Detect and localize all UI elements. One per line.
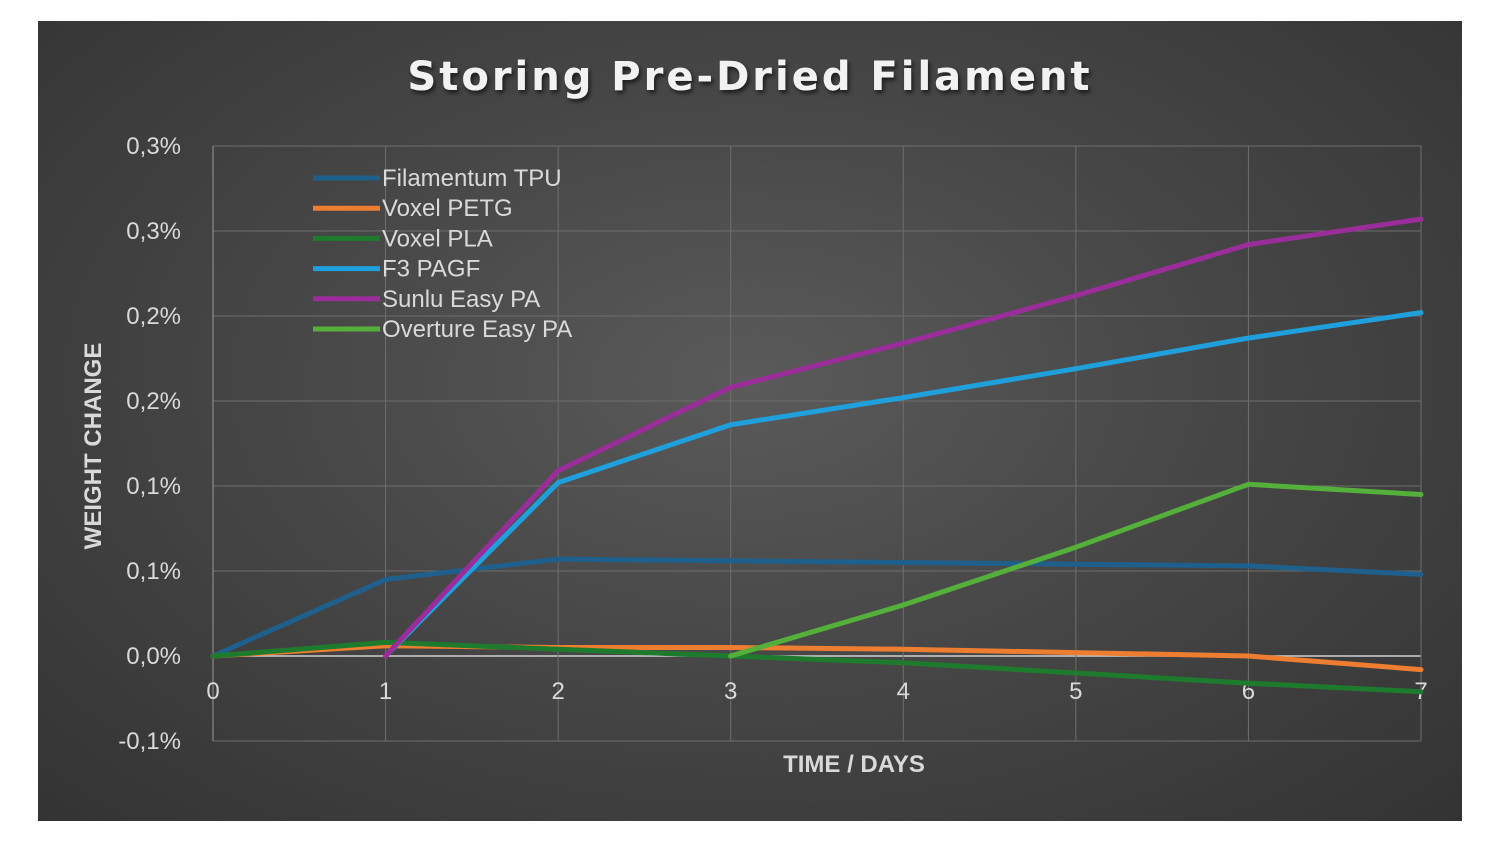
y-tick-label: 0,1% — [126, 473, 181, 500]
series-line-voxel-pla — [210, 639, 1424, 695]
series-line-voxel-petg — [210, 643, 1424, 673]
chart-panel: Storing Pre-Dried Filament 0,3% 0,3% 0,2% 0… — [38, 21, 1462, 821]
x-tick-label: 5 — [1069, 678, 1082, 705]
series-line-filamentum-tpu — [210, 556, 1424, 659]
y-tick-label: 0,3% — [126, 218, 181, 245]
y-tick-label: -0,1% — [118, 728, 181, 755]
y-tick-label: 0,2% — [126, 388, 181, 415]
x-tick-label: 4 — [897, 678, 910, 705]
x-tick-label: 0 — [206, 678, 219, 705]
legend-label: Overture Easy PA — [382, 316, 572, 343]
x-tick-label: 2 — [551, 678, 564, 705]
y-axis-title: WEIGHT CHANGE — [80, 343, 107, 550]
line-chart: Storing Pre-Dried Filament 0,3%0,3%0,2%0… — [80, 54, 1428, 778]
y-tick-label: 0,0% — [126, 643, 181, 670]
legend-label: Filamentum TPU — [382, 165, 562, 192]
legend-label: Voxel PETG — [382, 195, 513, 222]
y-tick-label: 0,3% — [126, 133, 181, 160]
series-line-f3-pagf — [383, 310, 1424, 659]
series-line-sunlu-easy-pa — [383, 216, 1424, 659]
legend-label: F3 PAGF — [382, 256, 480, 283]
y-tick-label: 0,2% — [126, 303, 181, 330]
x-axis-title: TIME / DAYS — [783, 751, 925, 778]
gridlines — [212, 145, 1422, 742]
legend: Filamentum TPU Voxel PETG Voxel PLA F3 PAGF… — [313, 165, 572, 343]
legend-label: Voxel PLA — [382, 225, 493, 252]
legend-label: Sunlu Easy PA — [382, 286, 540, 313]
chart-title: Storing Pre-Dried Filament — [407, 54, 1092, 100]
series-lines — [210, 216, 1424, 695]
y-tick-label: 0,1% — [126, 558, 181, 585]
x-tick-label: 1 — [379, 678, 392, 705]
series-line-overture-easy-pa — [728, 481, 1424, 659]
x-tick-label: 3 — [724, 678, 737, 705]
y-axis-ticks: 0,3% 0,3% 0,2% 0,2% 0,1% 0,1% 0,0% -0,1% — [118, 133, 181, 755]
